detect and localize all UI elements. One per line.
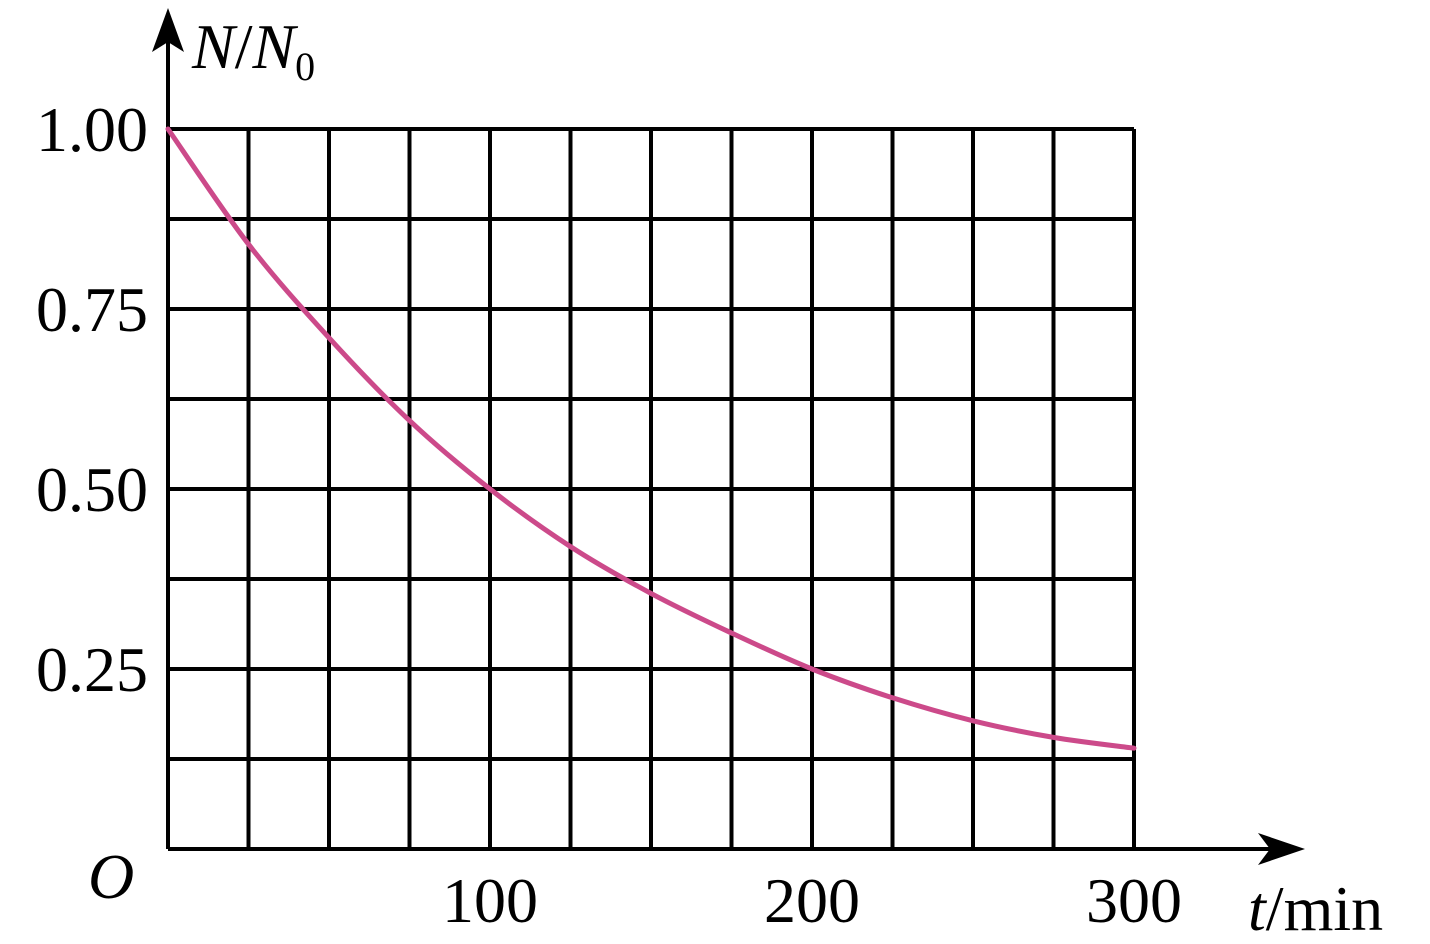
y-tick-label: 0.25 <box>36 634 148 705</box>
x-axis-unit: /min <box>1266 873 1383 944</box>
y-axis-sep: / <box>235 11 253 82</box>
y-axis-arrow <box>152 8 184 52</box>
decay-curve <box>165 126 1137 751</box>
x-axis-var: t <box>1248 873 1268 944</box>
x-axis-title: t/min <box>1248 873 1383 944</box>
y-tick-label: 1.00 <box>36 94 148 165</box>
y-tick-label: 0.75 <box>36 274 148 345</box>
svg-text:N/N0: N/N0 <box>191 11 315 89</box>
origin-label: O <box>88 841 134 912</box>
data-series <box>165 126 1137 751</box>
x-tick-label: 200 <box>764 865 860 936</box>
y-axis-subscript: 0 <box>295 44 315 89</box>
svg-text:t/min: t/min <box>1248 873 1383 944</box>
y-axis-var2: N <box>251 11 298 82</box>
x-axis-arrow <box>1258 833 1305 865</box>
x-tick-label: 100 <box>442 865 538 936</box>
axes <box>152 8 1305 865</box>
y-axis-title: N/N0 <box>191 11 315 89</box>
x-tick-labels: 100 200 300 <box>442 865 1182 936</box>
grid-lines <box>168 127 1136 849</box>
y-tick-label: 0.50 <box>36 454 148 525</box>
y-axis-var: N <box>191 11 238 82</box>
y-tick-labels: 0.25 0.50 0.75 1.00 <box>36 94 148 705</box>
x-tick-label: 300 <box>1086 865 1182 936</box>
